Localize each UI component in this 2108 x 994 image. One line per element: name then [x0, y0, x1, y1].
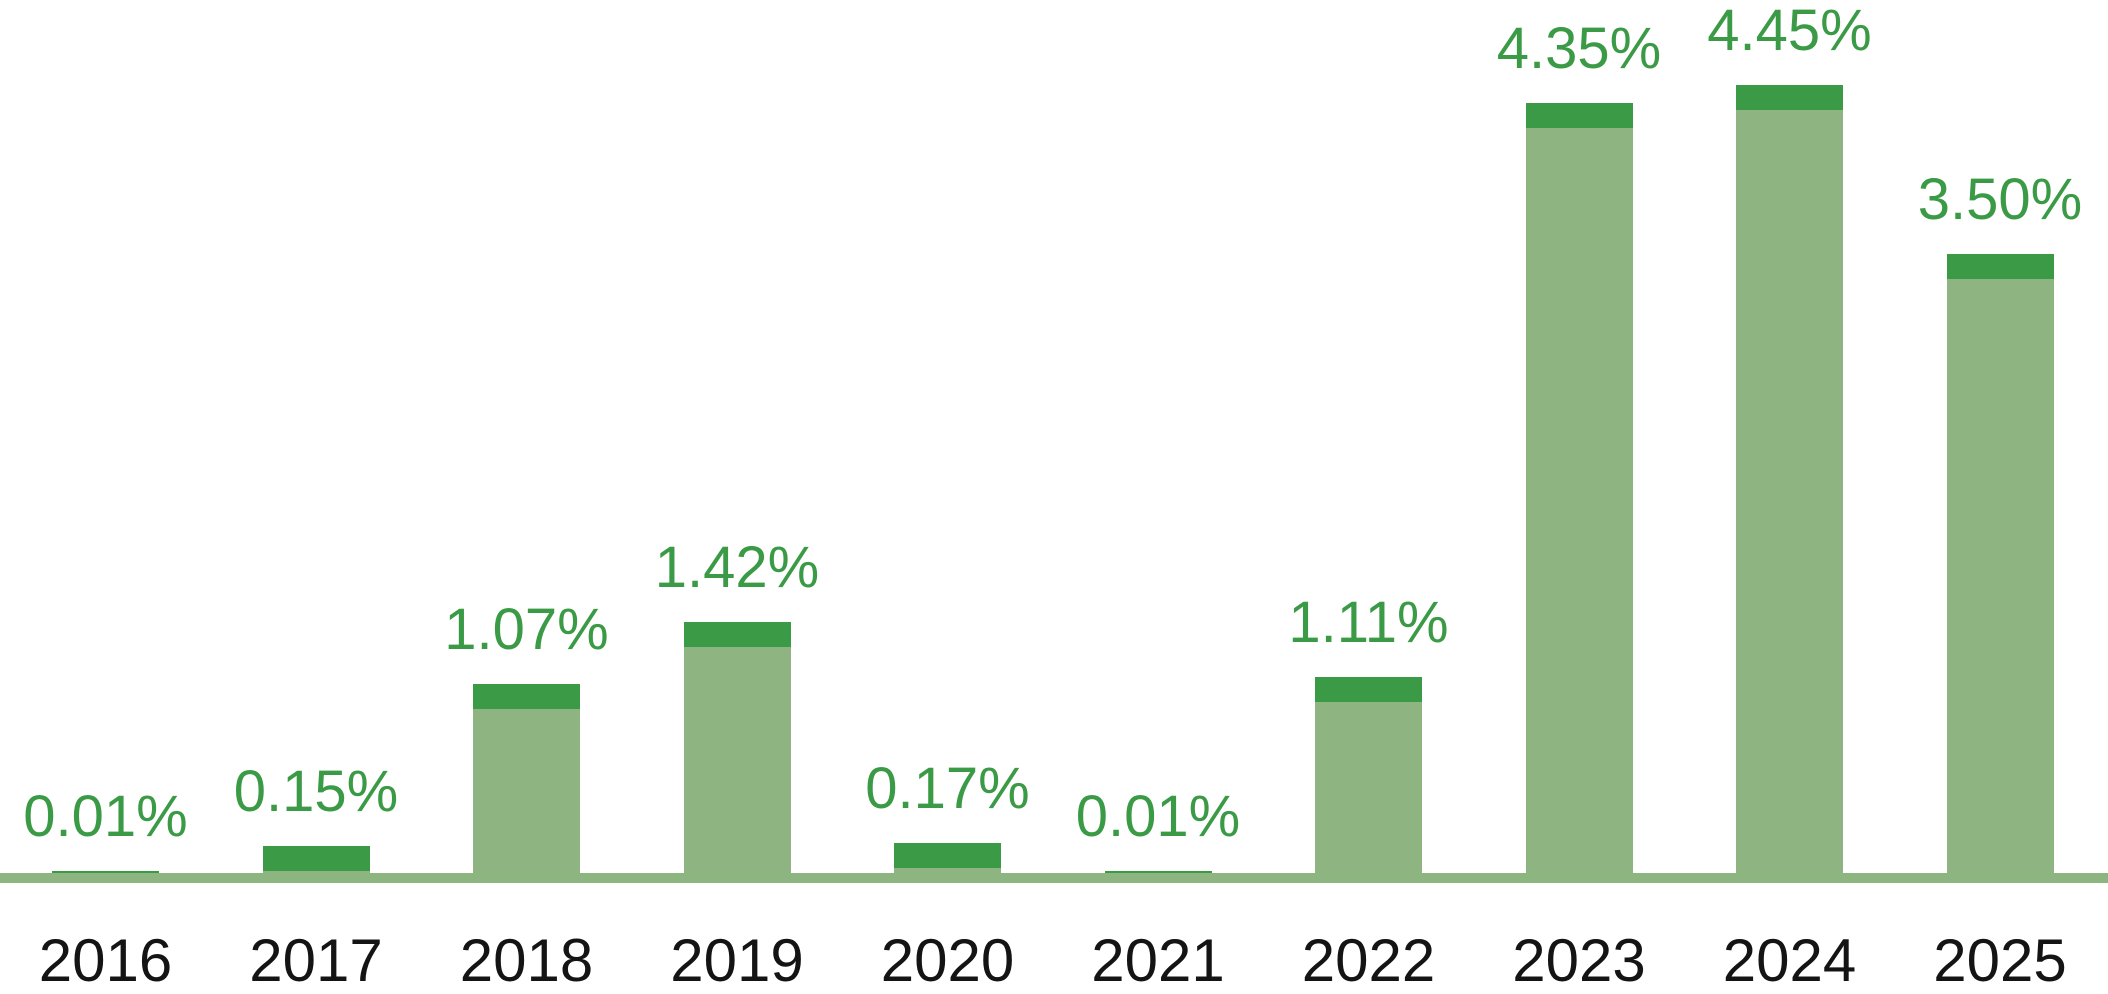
value-label-2020: 0.17%	[865, 755, 1030, 821]
value-label-2017: 0.15%	[233, 759, 399, 825]
bar-cap-2023	[1525, 103, 1633, 129]
bar-cap-2025	[1946, 253, 2054, 279]
bar-cap-2019	[683, 621, 791, 647]
year-label-2017: 2017	[249, 927, 383, 994]
bar-cap-2018	[473, 683, 580, 709]
x-axis-line	[0, 873, 2108, 883]
bar-2019	[683, 621, 791, 873]
year-label-2018: 2018	[459, 927, 594, 994]
bar-2021	[1104, 871, 1212, 873]
bar-cap-2020	[894, 842, 1001, 868]
year-label-2016: 2016	[38, 927, 173, 994]
bar-2020	[894, 842, 1001, 873]
bar-2022	[1315, 676, 1422, 873]
bar-2024	[1736, 85, 1843, 873]
value-label-2021: 0.01%	[1075, 784, 1241, 850]
year-label-2022: 2022	[1301, 927, 1436, 994]
bar-cap-2022	[1315, 676, 1422, 702]
value-label-2019: 1.42%	[654, 534, 820, 600]
year-label-2021: 2021	[1091, 927, 1225, 994]
bar-cap-2024	[1736, 85, 1843, 111]
bar-2018	[473, 683, 580, 873]
year-label-2019: 2019	[670, 927, 804, 994]
year-label-2024: 2024	[1722, 927, 1857, 994]
bar-cap-2017	[262, 846, 370, 872]
year-label-2025: 2025	[1933, 927, 2067, 994]
value-label-2025: 3.50%	[1917, 166, 2083, 232]
value-label-2018: 1.07%	[444, 596, 609, 662]
year-label-2023: 2023	[1512, 927, 1646, 994]
bar-2025	[1946, 253, 2054, 873]
bar-2023	[1525, 103, 1633, 873]
bar-2017	[262, 846, 370, 873]
value-label-2024: 4.45%	[1707, 0, 1872, 64]
bar-cap-2016	[52, 871, 159, 873]
bar-2016	[52, 871, 159, 873]
bar-cap-2021	[1104, 871, 1212, 873]
value-label-2023: 4.35%	[1496, 16, 1662, 82]
value-label-2016: 0.01%	[23, 784, 188, 850]
value-label-2022: 1.11%	[1288, 589, 1449, 655]
year-label-2020: 2020	[880, 927, 1015, 994]
